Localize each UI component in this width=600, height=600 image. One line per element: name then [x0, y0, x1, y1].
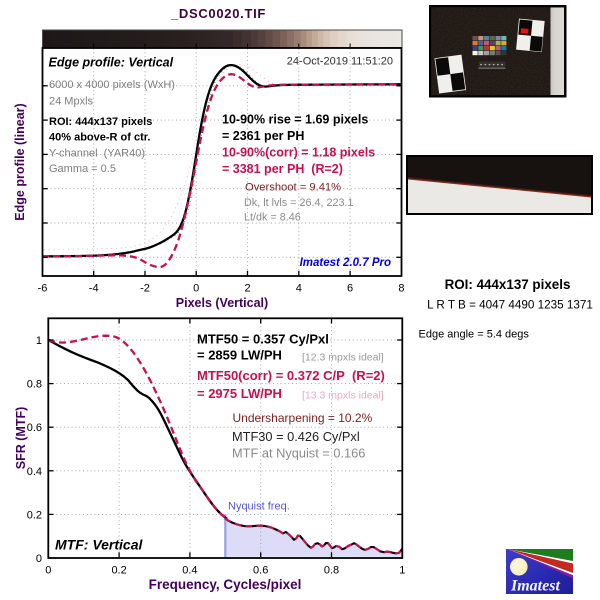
svg-text:Edge profile: Vertical: Edge profile: Vertical [49, 56, 174, 70]
svg-text:0.8: 0.8 [324, 565, 339, 577]
svg-text:MTF50 = 0.357 Cy/Pxl: MTF50 = 0.357 Cy/Pxl [197, 332, 329, 347]
svg-text:6000 x 4000 pixels (WxH): 6000 x 4000 pixels (WxH) [49, 79, 175, 91]
svg-text:24 Mpxls: 24 Mpxls [49, 96, 94, 108]
svg-text:Lt/dk = 8.46: Lt/dk = 8.46 [244, 212, 301, 224]
svg-text:40% above-R of ctr.: 40% above-R of ctr. [49, 132, 150, 144]
svg-text:0.2: 0.2 [27, 509, 42, 521]
svg-text:SFR (MTF): SFR (MTF) [14, 407, 28, 469]
svg-text:= 3381 per PH (R=2): = 3381 per PH (R=2) [222, 162, 343, 176]
svg-text:Imatest: Imatest [510, 578, 560, 595]
svg-text:1: 1 [36, 335, 42, 347]
svg-text:-4: -4 [89, 283, 99, 295]
svg-text:Undersharpening = 10.2%: Undersharpening = 10.2% [233, 411, 373, 425]
svg-text:0.6: 0.6 [27, 422, 42, 434]
svg-text:0.4: 0.4 [182, 565, 197, 577]
svg-text:-2: -2 [140, 283, 150, 295]
svg-text:Pixels (Vertical): Pixels (Vertical) [176, 296, 268, 310]
svg-text:MTF at Nyquist = 0.166: MTF at Nyquist = 0.166 [232, 446, 365, 461]
svg-text:24-Oct-2019 11:51:20: 24-Oct-2019 11:51:20 [287, 56, 393, 68]
svg-text:1: 1 [399, 565, 405, 577]
svg-text:Nyquist freq.: Nyquist freq. [228, 501, 290, 513]
svg-text:0.2: 0.2 [111, 565, 126, 577]
svg-text:[13.3 mpxls ideal]: [13.3 mpxls ideal] [302, 390, 384, 402]
svg-text:0: 0 [193, 283, 199, 295]
svg-text:10-90%(corr) = 1.18 pixels: 10-90%(corr) = 1.18 pixels [222, 145, 375, 159]
svg-text:6: 6 [347, 283, 353, 295]
svg-text:0.6: 0.6 [253, 565, 268, 577]
svg-text:[12.3 mpxls ideal]: [12.3 mpxls ideal] [302, 352, 384, 364]
svg-text:Y-channel (YAR40): Y-channel (YAR40) [49, 148, 145, 160]
svg-text:Imatest 2.0.7 Pro: Imatest 2.0.7 Pro [300, 257, 391, 269]
svg-text:Overshoot = 9.41%: Overshoot = 9.41% [245, 182, 341, 194]
svg-text:0.8: 0.8 [27, 379, 42, 391]
svg-text:= 2975 LW/PH: = 2975 LW/PH [197, 386, 282, 401]
svg-text:8: 8 [398, 283, 404, 295]
svg-text:ROI: 444x137 pixels: ROI: 444x137 pixels [445, 277, 571, 292]
svg-text:0: 0 [45, 565, 51, 577]
svg-text:= 2361 per PH: = 2361 per PH [222, 129, 304, 143]
svg-text:Edge angle = 5.4 degs: Edge angle = 5.4 degs [419, 329, 530, 341]
svg-text:Gamma = 0.5: Gamma = 0.5 [49, 163, 116, 175]
svg-text:-6: -6 [38, 283, 48, 295]
svg-text:ROI: 444x137 pixels: ROI: 444x137 pixels [49, 116, 152, 128]
svg-text:Dk, lt lvls = 26.4, 223.1: Dk, lt lvls = 26.4, 223.1 [244, 197, 354, 209]
svg-text:4: 4 [296, 283, 302, 295]
svg-text:Frequency, Cycles/pixel: Frequency, Cycles/pixel [149, 577, 302, 592]
svg-text:_DSC0020.TIF: _DSC0020.TIF [170, 6, 266, 21]
svg-text:0.4: 0.4 [27, 466, 42, 478]
svg-text:10-90% rise = 1.69 pixels: 10-90% rise = 1.69 pixels [222, 113, 368, 127]
svg-text:MTF50(corr) = 0.372 C/P (R=2): MTF50(corr) = 0.372 C/P (R=2) [197, 368, 385, 383]
svg-text:MTF30 = 0.426 Cy/Pxl: MTF30 = 0.426 Cy/Pxl [232, 429, 360, 444]
svg-text:= 2859 LW/PH: = 2859 LW/PH [197, 348, 282, 363]
svg-text:MTF: Vertical: MTF: Vertical [55, 537, 143, 553]
svg-text:Edge profile (linear): Edge profile (linear) [13, 103, 27, 220]
svg-text:2: 2 [244, 283, 250, 295]
svg-text:0: 0 [36, 553, 42, 565]
svg-text:L R T B = 4047 4490 1235 1371: L R T B = 4047 4490 1235 1371 [427, 299, 593, 312]
